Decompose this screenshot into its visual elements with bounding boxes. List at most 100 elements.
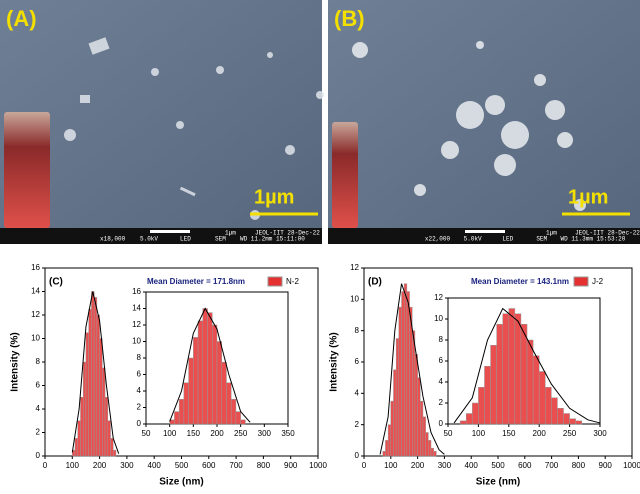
fit-line <box>169 307 251 423</box>
panel-label: (C) <box>49 277 63 288</box>
y-tick-label: 12 <box>31 310 40 319</box>
x-tick-label: 700 <box>229 461 243 470</box>
y-tick-label: 10 <box>132 337 141 346</box>
y-tick-label: 2 <box>439 398 444 407</box>
bar <box>107 420 111 457</box>
y-tick-label: 12 <box>434 293 443 302</box>
bar <box>230 399 237 425</box>
x-tick-label: 800 <box>257 461 271 470</box>
x-tick-label: 200 <box>533 429 547 438</box>
sem-b <box>328 0 640 244</box>
bar <box>425 432 429 457</box>
annotation: Mean Diameter = 143.1nm <box>471 277 569 286</box>
info-text: WD 11.2mm 15:11:00 <box>240 236 305 243</box>
bar <box>478 387 485 425</box>
info-text: SEM <box>215 236 226 243</box>
info-text: x22,000 <box>425 236 451 243</box>
fit-line <box>379 283 445 455</box>
x-tick-label: 900 <box>599 461 613 470</box>
x-tick-label: 500 <box>491 461 505 470</box>
bar <box>569 418 576 425</box>
bar <box>207 312 213 425</box>
legend-swatch <box>267 276 283 287</box>
x-tick-label: 800 <box>572 461 586 470</box>
y-tick-label: 0 <box>36 451 41 460</box>
bar <box>82 361 87 457</box>
x-tick-label: 250 <box>234 429 248 438</box>
bar <box>422 416 426 457</box>
y-tick-label: 10 <box>434 314 443 323</box>
y-axis-title: Intensity (%) <box>10 332 21 391</box>
bar <box>459 420 467 425</box>
y-tick-label: 4 <box>355 388 360 397</box>
bar <box>88 308 92 457</box>
bar <box>532 355 540 425</box>
x-tick-label: 1000 <box>309 461 327 470</box>
y-tick-label: 16 <box>132 287 141 296</box>
info-text: 5.0kV <box>140 236 158 243</box>
bar <box>430 447 434 457</box>
bar <box>411 330 416 457</box>
bar <box>202 308 208 425</box>
bar <box>557 408 564 425</box>
y-tick-label: 12 <box>350 263 359 272</box>
bar <box>99 338 103 457</box>
bar <box>508 308 516 425</box>
annotation: Mean Diameter = 171.8nm <box>147 277 245 286</box>
bar <box>188 357 194 425</box>
bar <box>240 419 246 425</box>
bar <box>420 400 424 457</box>
info-scale <box>465 230 505 233</box>
x-tick-label: 100 <box>163 429 177 438</box>
bar <box>74 438 79 457</box>
x-tick-label: 100 <box>472 429 486 438</box>
y-tick-label: 0 <box>355 451 360 460</box>
bar <box>472 402 479 425</box>
x-tick-label: 50 <box>142 429 151 438</box>
bar <box>390 400 394 457</box>
bar <box>403 283 408 457</box>
x-tick-label: 300 <box>258 429 272 438</box>
y-tick-label: 4 <box>439 377 444 386</box>
bar <box>526 339 534 425</box>
y-tick-label: 16 <box>31 263 40 272</box>
y-tick-label: 8 <box>439 335 444 344</box>
y-tick-label: 8 <box>355 326 360 335</box>
scale-label: 1µm <box>568 186 608 208</box>
x-tick-label: 100 <box>384 461 398 470</box>
x-tick-label: 200 <box>411 461 425 470</box>
bar <box>113 449 117 457</box>
x-tick-label: 0 <box>43 461 48 470</box>
bar <box>417 377 421 457</box>
info-text: WD 11.3mm 15:53:20 <box>561 236 626 243</box>
panel-label: (D) <box>368 277 382 288</box>
bar <box>110 438 114 457</box>
bar <box>77 420 81 457</box>
bar <box>387 424 392 457</box>
legend-label: N-2 <box>286 277 299 286</box>
x-tick-label: 150 <box>502 429 516 438</box>
x-tick-label: 300 <box>438 461 452 470</box>
y-tick-label: 10 <box>350 294 359 303</box>
y-tick-label: 6 <box>137 370 142 379</box>
bar <box>520 324 528 425</box>
info-text: SEM <box>536 236 547 243</box>
y-tick-label: 0 <box>439 419 444 428</box>
bar <box>93 297 98 457</box>
bar <box>104 397 109 457</box>
bar <box>401 291 405 457</box>
bar <box>538 371 546 425</box>
bar <box>395 338 400 457</box>
x-tick-label: 350 <box>281 429 295 438</box>
bar <box>212 324 218 425</box>
x-tick-label: 600 <box>518 461 532 470</box>
bar <box>385 440 389 457</box>
bar <box>216 341 222 425</box>
bar <box>398 306 402 457</box>
x-tick-label: 250 <box>563 429 577 438</box>
bar <box>183 382 189 425</box>
x-axis-title: Size (nm) <box>476 477 520 488</box>
bar <box>545 387 552 425</box>
bar <box>433 451 437 457</box>
